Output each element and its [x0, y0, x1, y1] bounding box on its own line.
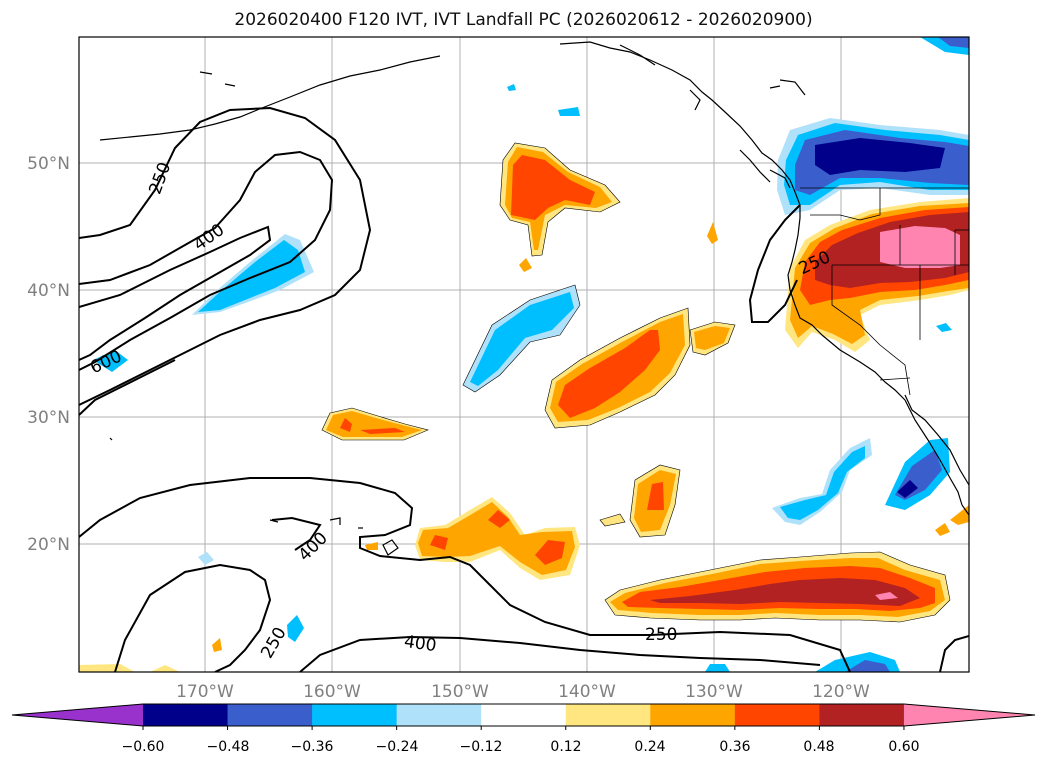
latitude-labels: 50°N 40°N 30°N 20°N — [27, 154, 70, 555]
positive-pc-regions — [79, 143, 969, 672]
colorbar-tick-label: 0.24 — [634, 739, 665, 755]
colorbar-tick-label: −0.48 — [207, 739, 250, 755]
colorbar-segment — [650, 704, 736, 726]
colorbar-segment — [227, 704, 313, 726]
colorbar-tick-label: −0.36 — [291, 739, 334, 755]
colorbar-segment — [481, 704, 567, 726]
lon-label: 150°W — [431, 682, 489, 702]
colorbar-max-extension — [903, 704, 1035, 726]
colorbar-min-extension — [12, 704, 143, 726]
pc-outlines — [321, 142, 951, 623]
map-frame — [78, 36, 970, 673]
coastlines — [99, 41, 969, 556]
lon-label: 170°W — [176, 682, 234, 702]
contour-label: 400 — [403, 632, 438, 656]
lat-label: 30°N — [27, 408, 70, 428]
colorbar-tick-label: −0.24 — [376, 739, 419, 755]
lat-label: 50°N — [27, 154, 70, 174]
contour-label: 250 — [645, 625, 677, 645]
ivt-contours — [79, 106, 969, 672]
lon-label: 160°W — [303, 682, 361, 702]
colorbar-tick-label: 0.36 — [719, 739, 750, 755]
colorbar — [11, 703, 1036, 730]
negative-pc-regions — [93, 37, 969, 672]
colorbar-segment — [734, 704, 820, 726]
colorbar-tick-label: 0.60 — [888, 739, 919, 755]
longitude-labels: 170°W 160°W 150°W 140°W 130°W 120°W — [176, 682, 870, 702]
lat-label: 20°N — [27, 535, 70, 555]
colorbar-tick-label: −0.12 — [460, 739, 503, 755]
colorbar-segment — [312, 704, 398, 726]
lon-label: 130°W — [685, 682, 743, 702]
colorbar-tick-label: 0.48 — [803, 739, 834, 755]
lon-label: 120°W — [812, 682, 870, 702]
colorbar-segment — [396, 704, 482, 726]
colorbar-tick-label: −0.60 — [122, 739, 165, 755]
lat-label: 40°N — [27, 281, 70, 301]
map-title: 2026020400 F120 IVT, IVT Landfall PC (20… — [234, 10, 813, 30]
borders — [800, 187, 969, 396]
colorbar-tick-labels: −0.60 −0.48 −0.36 −0.24 −0.12 0.12 0.24 … — [122, 739, 920, 755]
colorbar-segment — [819, 704, 905, 726]
colorbar-tick-label: 0.12 — [550, 739, 581, 755]
colorbar-segment — [565, 704, 651, 726]
colorbar-segment — [143, 704, 229, 726]
lon-label: 140°W — [558, 682, 616, 702]
